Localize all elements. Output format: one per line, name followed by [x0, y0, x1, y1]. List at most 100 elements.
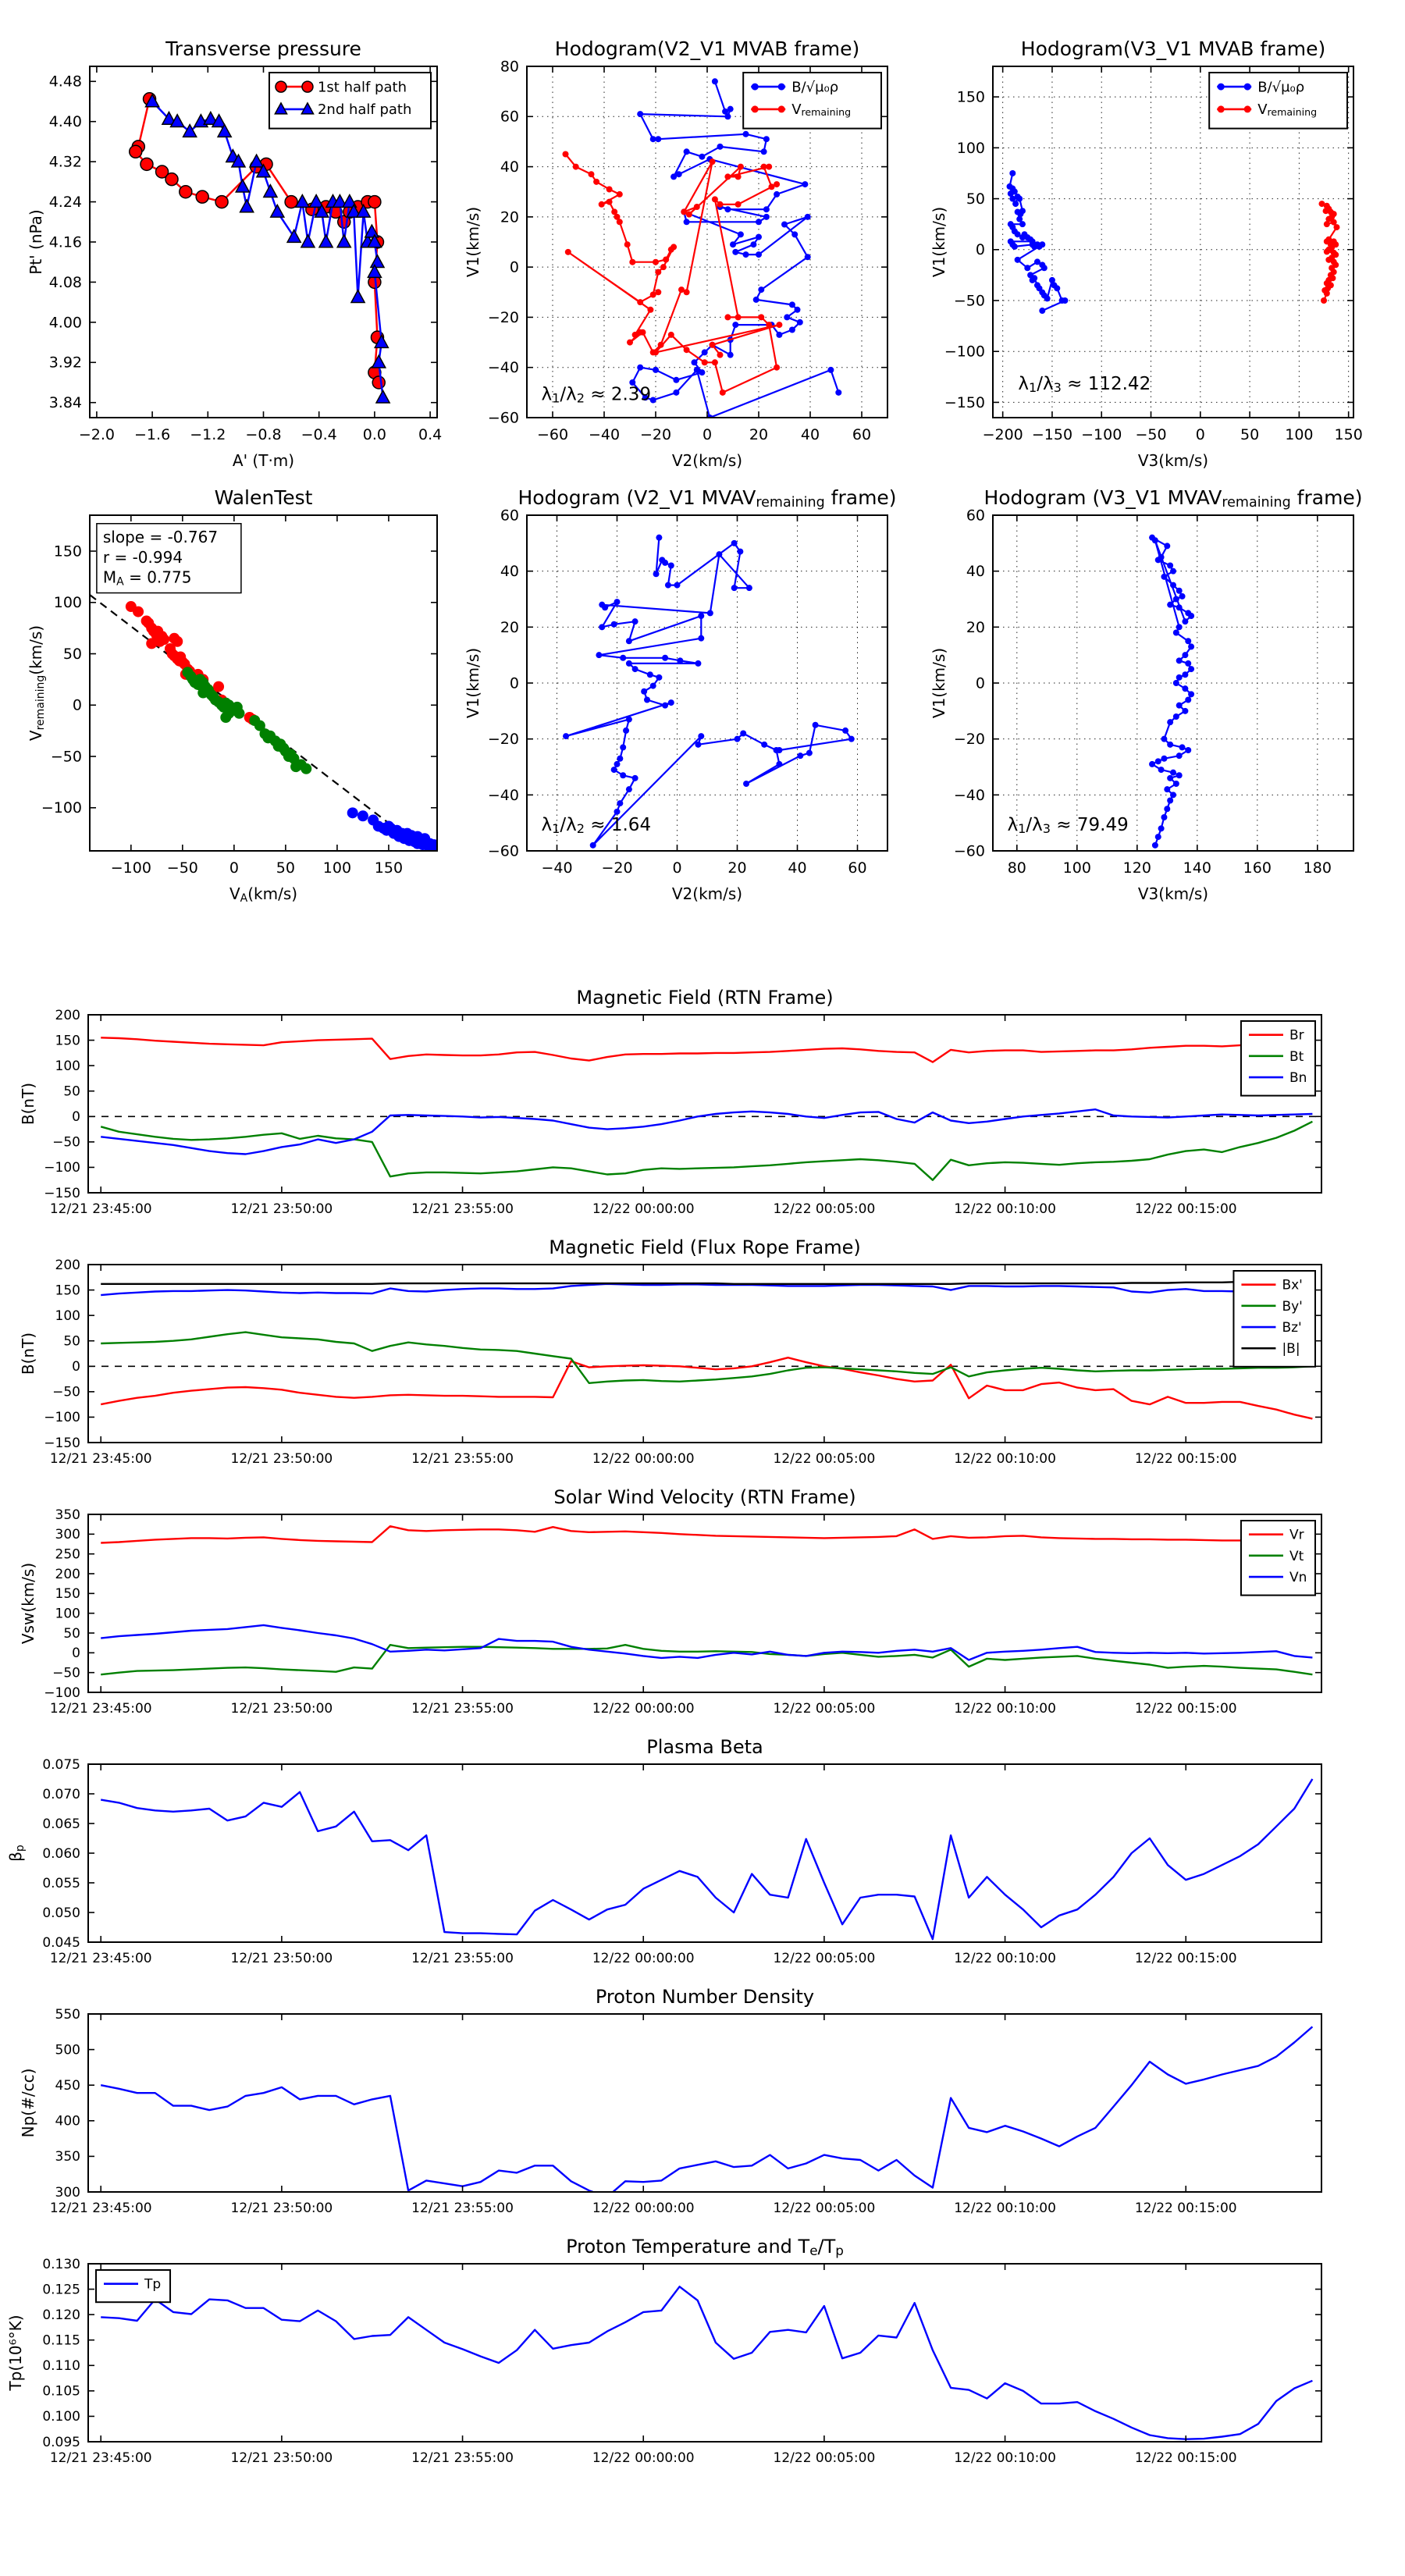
svg-text:Transverse pressure: Transverse pressure: [165, 37, 361, 60]
svg-text:−150: −150: [1032, 426, 1072, 443]
svg-text:0.105: 0.105: [42, 2384, 80, 2400]
svg-text:slope = -0.767: slope = -0.767: [103, 528, 218, 546]
svg-text:−20: −20: [601, 859, 632, 877]
svg-text:0: 0: [72, 1646, 80, 1661]
svg-text:V1(km/s): V1(km/s): [930, 207, 948, 277]
svg-text:12/21 23:50:00: 12/21 23:50:00: [231, 1201, 333, 1217]
svg-text:−60: −60: [954, 842, 985, 859]
svg-text:−150: −150: [944, 394, 985, 411]
svg-text:|B|: |B|: [1282, 1341, 1300, 1357]
svg-text:B/√μ₀ρ: B/√μ₀ρ: [791, 79, 838, 95]
svg-text:B(nT): B(nT): [19, 1083, 37, 1125]
svg-text:Vremaining(km/s): Vremaining(km/s): [27, 625, 47, 741]
svg-text:0: 0: [510, 674, 519, 692]
walen-test-svg: −100 −50 0 50 100 150 −100 −50 0 50 100 150 WalenTes…: [27, 486, 438, 905]
svg-text:Np(#/cc): Np(#/cc): [19, 2069, 37, 2138]
hodogram-v2v1-mvab-svg: −60 −40 −20 0 20 40 60 −60 −40 −20 0 20 40 60 80 Hodogr…: [464, 37, 888, 470]
svg-text:12/21 23:50:00: 12/21 23:50:00: [231, 2450, 333, 2466]
svg-text:−40: −40: [589, 426, 620, 443]
svg-text:100: 100: [54, 594, 82, 611]
svg-text:60: 60: [500, 109, 519, 126]
svg-text:150: 150: [375, 859, 403, 877]
svg-text:−40: −40: [541, 859, 572, 877]
svg-text:12/22 00:05:00: 12/22 00:05:00: [774, 2201, 876, 2216]
plot-hodogram-v2v1-mvav: −40 −20 0 20 40 60 −60 −40 −20 0 20 40 60 Hodogram (V…: [464, 486, 897, 903]
svg-text:12/22 00:10:00: 12/22 00:10:00: [954, 2201, 1056, 2216]
svg-text:−100: −100: [1081, 426, 1122, 443]
svg-text:40: 40: [500, 563, 519, 580]
svg-text:V1(km/s): V1(km/s): [464, 207, 482, 277]
svg-text:Plasma Beta: Plasma Beta: [646, 1736, 763, 1758]
svg-text:Hodogram(V3_V1 MVAB frame): Hodogram(V3_V1 MVAB frame): [1021, 37, 1325, 60]
svg-text:−100: −100: [41, 799, 82, 817]
svg-text:12/21 23:55:00: 12/21 23:55:00: [411, 2450, 514, 2466]
svg-text:Hodogram (V2_V1 MVAVremaining: Hodogram (V2_V1 MVAVremaining frame): [518, 486, 896, 511]
svg-text:V2(km/s): V2(km/s): [672, 451, 742, 470]
svg-text:−40: −40: [488, 787, 519, 804]
svg-text:80: 80: [1008, 859, 1026, 877]
svg-text:12/21 23:45:00: 12/21 23:45:00: [50, 1951, 152, 1966]
svg-text:Solar Wind Velocity (RTN Frame: Solar Wind Velocity (RTN Frame): [553, 1486, 855, 1508]
svg-text:0: 0: [72, 1359, 80, 1375]
svg-text:20: 20: [500, 208, 519, 226]
svg-text:40: 40: [788, 859, 806, 877]
svg-text:2nd half path: 2nd half path: [318, 101, 411, 118]
svg-text:100: 100: [55, 1308, 80, 1324]
svg-text:50: 50: [966, 190, 985, 208]
svg-text:350: 350: [55, 1507, 80, 1523]
svg-text:−60: −60: [488, 409, 519, 426]
panel-proton-number-density: 12/21 23:45:00 12/21 23:50:00 12/21 23:55:…: [19, 1986, 1322, 2216]
panel-proton-temperature: 12/21 23:45:00 12/21 23:50:00 12/21 23:55:…: [6, 2236, 1322, 2466]
svg-text:A' (T·m): A' (T·m): [233, 451, 294, 470]
svg-text:100: 100: [323, 859, 351, 877]
svg-text:20: 20: [966, 619, 985, 636]
svg-text:1st half path: 1st half path: [318, 79, 407, 95]
svg-text:12/22 00:05:00: 12/22 00:05:00: [774, 1201, 876, 1217]
svg-text:βp: βp: [6, 1845, 27, 1862]
plot-hodogram-v3v1-mvav: 80 100 120 140 160 180 −60 −40 −20 0 20 40 60 Hodogra…: [930, 486, 1363, 903]
svg-text:12/22 00:15:00: 12/22 00:15:00: [1135, 1451, 1237, 1467]
svg-text:−50: −50: [52, 1385, 80, 1400]
svg-text:80: 80: [500, 58, 519, 75]
svg-text:V3(km/s): V3(km/s): [1138, 884, 1208, 903]
svg-text:12/21 23:45:00: 12/21 23:45:00: [50, 2201, 152, 2216]
svg-text:Bx': Bx': [1282, 1278, 1302, 1293]
svg-text:100: 100: [55, 1059, 80, 1074]
svg-text:4.16: 4.16: [49, 233, 82, 251]
plot-transverse-pressure: −2.0 −1.6 −1.2 −0.8 −0.4 0.0 0.4 3.84 3.92 4.00 4.…: [27, 37, 442, 470]
svg-text:12/22 00:15:00: 12/22 00:15:00: [1135, 2201, 1237, 2216]
svg-text:12/22 00:00:00: 12/22 00:00:00: [592, 1451, 695, 1467]
svg-text:−20: −20: [488, 309, 519, 326]
svg-text:12/21 23:50:00: 12/21 23:50:00: [231, 1701, 333, 1717]
svg-text:40: 40: [966, 563, 985, 580]
svg-text:12/22 00:00:00: 12/22 00:00:00: [592, 1951, 695, 1966]
svg-text:12/21 23:45:00: 12/21 23:45:00: [50, 2450, 152, 2466]
svg-text:12/22 00:10:00: 12/22 00:10:00: [954, 2450, 1056, 2466]
svg-text:0.095: 0.095: [42, 2435, 80, 2450]
svg-text:Bt: Bt: [1289, 1049, 1304, 1065]
svg-text:−100: −100: [111, 859, 151, 877]
svg-text:12/22 00:10:00: 12/22 00:10:00: [954, 1451, 1056, 1467]
svg-text:0.130: 0.130: [42, 2257, 80, 2272]
svg-text:12/21 23:50:00: 12/21 23:50:00: [231, 1451, 333, 1467]
proton-temperature-svg: 12/21 23:45:00 12/21 23:50:00 12/21 23:55:…: [6, 2236, 1322, 2466]
svg-text:200: 200: [55, 1258, 80, 1273]
svg-text:Vremaining: Vremaining: [791, 101, 851, 118]
svg-text:0.060: 0.060: [42, 1846, 80, 1862]
magnetic-field-rtn-svg: 12/21 23:45:00 12/21 23:50:00 12/21 23:55:…: [19, 987, 1322, 1217]
svg-text:Vn: Vn: [1289, 1570, 1307, 1585]
svg-text:−20: −20: [640, 426, 671, 443]
svg-text:0: 0: [510, 259, 519, 276]
svg-text:60: 60: [966, 507, 985, 524]
svg-text:50: 50: [63, 1626, 80, 1642]
svg-text:12/22 00:10:00: 12/22 00:10:00: [954, 1951, 1056, 1966]
svg-text:Tp: Tp: [144, 2277, 161, 2293]
svg-text:0: 0: [976, 674, 985, 692]
svg-text:150: 150: [55, 1586, 80, 1602]
svg-text:Hodogram(V2_V1 MVAB frame): Hodogram(V2_V1 MVAB frame): [555, 37, 859, 60]
svg-text:−100: −100: [44, 1160, 80, 1176]
svg-text:12/22 00:05:00: 12/22 00:05:00: [774, 1701, 876, 1717]
svg-text:550: 550: [55, 2007, 80, 2023]
